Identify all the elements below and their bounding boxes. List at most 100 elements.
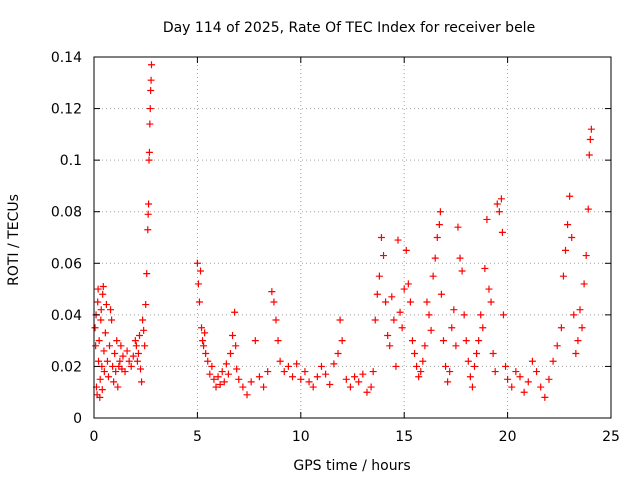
data-point [272,316,280,324]
data-point [235,375,243,383]
data-point [280,368,288,376]
data-point [549,357,557,365]
data-point [351,373,359,381]
data-point [448,324,456,332]
data-point [427,326,435,334]
data-point [322,370,330,378]
data-point [464,357,472,365]
data-point [147,61,155,69]
data-point [243,391,251,399]
data-point [222,360,230,368]
data-point [123,347,131,355]
data-point [109,362,117,370]
data-point [367,383,375,391]
chart-title: Day 114 of 2025, Rate Of TEC Index for r… [163,20,535,36]
data-point [330,360,338,368]
y-tick-label: 0.02 [51,359,82,375]
data-point [111,350,119,358]
data-point [450,306,458,314]
data-point [572,350,580,358]
data-point [576,306,584,314]
data-point [309,383,317,391]
data-point [147,76,155,84]
x-tick-label: 15 [395,429,413,445]
data-point [419,357,427,365]
data-point [194,280,202,288]
data-point [477,311,485,319]
data-point [99,290,107,298]
data-point [520,388,528,396]
data-point [135,331,143,339]
data-point [468,383,476,391]
data-point [524,378,532,386]
y-tick-label: 0.14 [51,50,82,66]
y-axis-label: ROTI / TECUs [6,194,22,286]
data-point [239,383,247,391]
data-point [481,264,489,272]
data-point [129,352,137,360]
data-point [317,362,325,370]
data-point [336,316,344,324]
data-point [355,378,363,386]
data-point [528,357,536,365]
data-point [313,373,321,381]
data-point [564,221,572,229]
data-point [214,373,222,381]
data-point [102,301,110,309]
data-point [559,272,567,280]
data-point [220,378,228,386]
data-point [508,383,516,391]
data-point [582,252,590,260]
data-point [143,270,151,278]
data-point [425,311,433,319]
data-point [326,380,334,388]
data-point [400,285,408,293]
data-point [541,393,549,401]
data-point [439,337,447,345]
plot-frame [93,56,612,419]
data-point [112,368,120,376]
data-point [216,380,224,388]
data-point [497,195,505,203]
data-point [562,246,570,254]
data-point [101,329,109,337]
data-point [495,208,503,216]
data-point [229,331,237,339]
data-point [201,329,209,337]
data-point [458,267,466,275]
data-point [498,228,506,236]
data-point [402,246,410,254]
data-point [346,383,354,391]
data-point [293,360,301,368]
data-point [584,205,592,213]
data-point [144,226,152,234]
data-point [137,365,145,373]
data-point [493,200,501,208]
data-point [398,324,406,332]
data-point [117,342,125,350]
data-point [446,368,454,376]
data-point [404,280,412,288]
data-point [305,378,313,386]
data-point [433,234,441,241]
data-point [210,375,218,383]
data-point [380,252,388,260]
data-point [369,368,377,376]
data-point [557,324,565,332]
x-tick-label: 10 [292,429,310,445]
data-point [113,337,121,345]
data-point [442,362,450,370]
data-point [119,352,127,360]
x-tick-label: 0 [90,429,99,445]
data-point [226,350,234,358]
data-point [144,210,152,218]
data-point [371,316,379,324]
data-point [415,373,423,381]
data-point [116,357,124,365]
data-point [110,378,118,386]
data-point [574,337,582,345]
data-point [145,148,153,156]
data-point [232,342,240,350]
data-point [444,378,452,386]
